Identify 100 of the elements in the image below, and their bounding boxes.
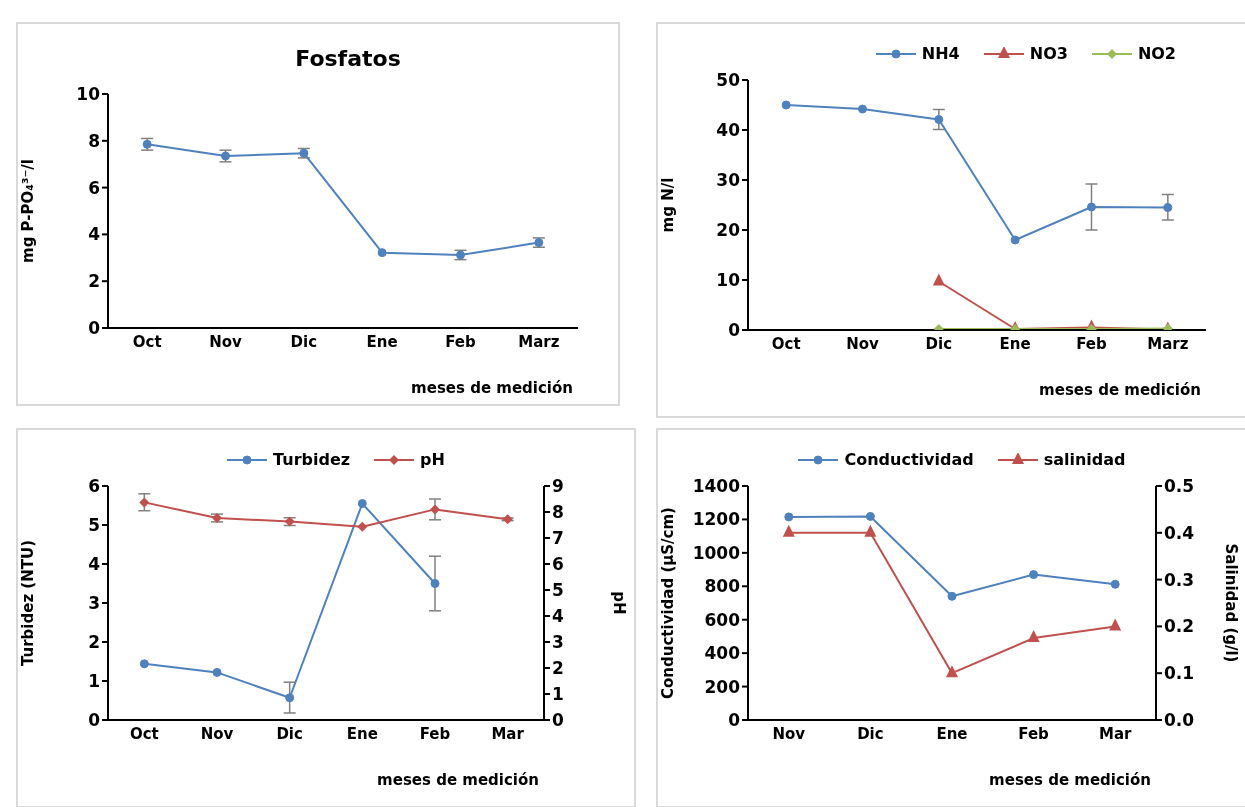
y-tick-label: 0 [88,710,101,731]
x-axis-title: meses de medición [989,771,1151,789]
point [932,273,945,286]
x-tick-label: Ene [936,724,968,743]
x-tick-label: Oct [129,724,159,743]
y2-tick-label: 0.0 [1164,710,1195,731]
point [865,511,875,521]
legend-label: NO3 [1029,44,1068,63]
x-tick-label: Dic [925,334,953,353]
x-axis-title: meses de medición [1039,381,1201,399]
y2-tick-label: 7 [552,528,564,549]
point [285,693,295,703]
point [934,115,944,124]
y-tick-label: 30 [716,170,741,191]
y-tick-label: 0 [88,318,101,339]
x-tick-label: Marz [518,332,560,351]
x-tick-label: Feb [445,332,477,351]
x-tick-label: Ene [999,334,1031,353]
point [1029,570,1039,580]
y2-tick-label: 2 [552,658,564,679]
point [782,524,795,537]
x-tick-label: Feb [419,724,451,743]
point [1087,202,1096,212]
y-tick-label: 10 [76,84,101,105]
y-tick-label: 20 [716,220,741,241]
y2-tick-label: 0.3 [1164,569,1195,590]
legend-label: pH [420,450,445,469]
legend-label: salinidad [1043,450,1126,469]
y-tick-label: 5 [88,515,100,536]
y-tick-label: 6 [88,177,100,198]
y2-tick-label: 6 [552,554,564,575]
x-axis-title: meses de medición [411,379,573,397]
y-tick-label: 3 [88,593,100,614]
y-tick-label: 6 [88,476,100,497]
x-tick-label: Dic [276,724,303,743]
x-tick-label: Ene [346,724,378,743]
y-tick-label: 2 [88,632,100,653]
y2-tick-label: 0.2 [1164,616,1195,637]
point [139,497,150,508]
point [430,579,440,588]
y2-tick-label: 9 [552,476,564,497]
y-tick-label: 800 [704,576,741,597]
point [858,104,867,114]
point [212,667,222,677]
y-tick-label: 40 [716,120,741,141]
x-tick-label: Feb [1018,724,1050,743]
point [357,521,368,532]
y2-tick-label: 0.5 [1164,476,1195,497]
point [1027,630,1040,643]
legend-label: Turbidez [273,450,351,469]
point [784,512,794,522]
y-tick-label: 1200 [692,509,741,530]
y-tick-label: 10 [716,270,741,291]
y2-axis-title: Salinidad (g/l) [1221,543,1240,663]
legend-label: Conductividad [844,450,974,469]
x-tick-label: Nov [200,724,234,743]
legend-label: NO2 [1137,44,1176,63]
x-tick-label: Mar [1098,724,1133,743]
chart-title: Fosfatos [294,45,402,73]
y-axis-title: mg P-PO₄³⁻/l [19,159,38,263]
x-tick-label: Oct [132,332,162,351]
y-tick-label: 8 [88,130,100,151]
y2-tick-label: 4 [552,606,564,627]
x-tick-label: Mar [491,724,525,743]
y-tick-label: 0 [728,320,741,341]
y2-tick-label: 0 [552,710,564,731]
point [1110,579,1120,589]
y2-tick-label: 3 [552,632,564,653]
y2-tick-label: 0.1 [1164,663,1195,684]
y-tick-label: 1000 [692,542,741,563]
x-tick-label: Nov [846,334,880,353]
y-tick-label: 0 [728,710,741,731]
y2-axis-title: pH [609,591,628,615]
x-tick-label: Feb [1076,334,1108,353]
x-tick-label: Oct [771,334,801,353]
y-tick-label: 1 [88,671,100,692]
y-axis-title: mg N/l [659,177,678,233]
point [139,659,149,669]
y-axis-title: Turbidez (NTU) [19,539,38,667]
x-tick-label: Ene [366,332,398,351]
x-tick-label: Nov [209,332,243,351]
y2-tick-label: 8 [552,502,564,523]
y2-tick-label: 1 [552,684,564,705]
y-tick-label: 2 [88,271,100,292]
point [377,248,387,258]
x-tick-label: Marz [1147,334,1189,353]
point [864,524,877,537]
x-tick-label: Nov [772,724,806,743]
y-tick-label: 400 [704,643,741,664]
x-tick-label: Dic [857,724,884,743]
x-tick-label: Dic [290,332,318,351]
y2-tick-label: 0.4 [1164,522,1195,543]
point [946,665,958,678]
y-tick-label: 200 [704,676,741,697]
point [781,100,791,110]
y-tick-label: 4 [88,554,101,575]
point [1109,618,1122,631]
y2-tick-label: 5 [552,580,564,601]
x-axis-title: meses de medición [377,771,539,789]
point [1163,203,1173,212]
